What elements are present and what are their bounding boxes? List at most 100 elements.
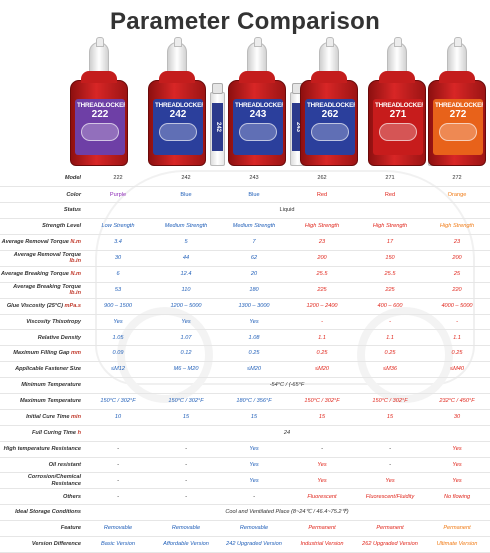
table-cell: Basic Version [84, 536, 152, 553]
table-row: Ideal Storage Conditions Cool and Ventila… [0, 504, 490, 522]
row-label-text: Viscosity Thixotropy [26, 318, 81, 325]
table-cell: 1200 – 2400 [288, 298, 356, 315]
table-cell: - [424, 314, 490, 331]
table-cell: 150°C / 302°F [356, 393, 424, 410]
table-cell: 222 [84, 171, 152, 188]
table-row: Corrosion/Chemical Resistance - - Yes Yes Yes… [0, 472, 490, 490]
table-cell: 23 [424, 234, 490, 251]
row-unit: lb.in [69, 290, 82, 297]
bottle: THREADLOCKER 262 [300, 71, 358, 166]
row-label-text: Maximum Filling Gap [13, 350, 70, 357]
row-label: Average Removal Torque lb.in [0, 250, 84, 267]
table-cell: Orange [424, 186, 490, 204]
bottle-label: THREADLOCKER 271 [373, 99, 423, 155]
row-label-text: Feature [60, 525, 81, 532]
bottle: THREADLOCKER 271 [368, 71, 426, 166]
table-cell: 1.05 [84, 329, 152, 347]
table-cell: Removable [84, 520, 152, 537]
table-cell: - [288, 441, 356, 458]
row-label: Version Difference [0, 536, 84, 553]
table-row: Maximum Filling Gap mm 0.09 0.12 0.25 0.25 0.… [0, 345, 490, 363]
comparison-table: Model 222 242 243 262 271 272 Color Purple Blue Bl… [0, 171, 490, 553]
table-cell: 1300 – 3000 [220, 298, 288, 315]
table-cell: Ultimate Version [424, 536, 490, 553]
row-label-text: High temperature Resistance [3, 445, 81, 452]
row-unit: h [77, 429, 81, 436]
row-label-text: Color [66, 191, 81, 198]
row-unit: N.m [70, 239, 81, 246]
product-242: THREADLOCKER 242 242 [148, 37, 230, 166]
table-cell: Fluorescent/Fluidity [356, 488, 424, 506]
bottle-number: 272 [449, 109, 467, 120]
table-cell: 262 Upgraded Version [356, 536, 424, 553]
comparison-table-body: Model 222 242 243 262 271 272 Color Purple Blue Bl… [0, 171, 490, 553]
table-cell: Permanent [424, 520, 490, 537]
row-label-text: Others [62, 493, 81, 500]
table-cell: - [356, 457, 424, 474]
table-cell: 1.07 [152, 329, 220, 347]
table-cell: High Strength [288, 218, 356, 236]
table-cell: Removable [152, 520, 220, 537]
table-cell: 1.1 [424, 329, 490, 347]
table-cell: - [152, 457, 220, 474]
table-cell: - [356, 441, 424, 458]
table-cell: 150°C / 302°F [84, 393, 152, 410]
table-cell: 150°C / 302°F [288, 393, 356, 410]
table-row: Version Difference Basic Version Affordabl… [0, 536, 490, 553]
row-label: Full Curing Time h [0, 425, 84, 442]
bottle-label: THREADLOCKER 242 [153, 99, 203, 155]
nozzle [319, 37, 339, 80]
nozzle [447, 37, 467, 80]
table-cell: - [220, 488, 288, 506]
table-cell: Yes [424, 457, 490, 474]
table-cell: No flowing [424, 488, 490, 506]
table-cell: - [356, 314, 424, 331]
table-cell: 25 [424, 266, 490, 283]
nozzle [167, 37, 187, 80]
row-label-text: Oil resistant [48, 461, 81, 468]
row-label: Initial Cure Time min [0, 409, 84, 426]
product-262: THREADLOCKER 262 [300, 37, 370, 166]
table-cell: Yes [84, 314, 152, 331]
row-label-text: Maximum Temperature [19, 398, 81, 405]
table-cell: 150 [356, 250, 424, 267]
table-cell: 232°C / 450°F [424, 393, 490, 410]
table-cell: Industrial Version [288, 536, 356, 553]
row-label: Glue Viscosity (25°C) mPa.s [0, 298, 84, 315]
bottle-label: THREADLOCKER 272 [433, 99, 483, 155]
row-label: Feature [0, 520, 84, 537]
row-label-text: Full Curing Time [31, 429, 77, 436]
table-row: Feature Removable Removable Removable Perman… [0, 520, 490, 537]
table-cell: 0.09 [84, 345, 152, 363]
row-label: Maximum Filling Gap mm [0, 345, 84, 363]
table-cell: Medium Strength [220, 218, 288, 236]
table-cell: 225 [356, 282, 424, 299]
page-title: Parameter Comparison [109, 8, 381, 35]
table-cell: 12.4 [152, 266, 220, 283]
table-cell: 900 – 1500 [84, 298, 152, 315]
table-cell: 272 [424, 171, 490, 188]
row-label-text: Minimum Temperature [21, 382, 81, 389]
row-label: Strength Level [0, 218, 84, 236]
bottle-title: THREADLOCKER [77, 102, 125, 109]
bottle-label: THREADLOCKER 262 [305, 99, 355, 155]
bottle-number: 262 [321, 109, 339, 120]
table-cell: Yes [424, 472, 490, 490]
bottle-number: 243 [249, 109, 267, 120]
table-cell: ≤M36 [356, 361, 424, 379]
bottle-title: THREADLOCKER [235, 102, 283, 109]
table-cell: 53 [84, 282, 152, 299]
row-label: Applicable Fastener Size [0, 361, 84, 379]
table-cell: Yes [220, 314, 288, 331]
table-cell: 15 [356, 409, 424, 426]
table-cell: 24 [84, 425, 490, 442]
table-cell: Red [288, 186, 356, 204]
table-cell: - [152, 441, 220, 458]
table-cell: - [84, 457, 152, 474]
bottle-title: THREADLOCKER [375, 102, 423, 109]
row-label: Maximum Temperature [0, 393, 84, 410]
row-label: Status [0, 202, 84, 220]
table-cell: High Strength [356, 218, 424, 236]
row-unit: lb.in [69, 258, 82, 265]
table-cell: 110 [152, 282, 220, 299]
